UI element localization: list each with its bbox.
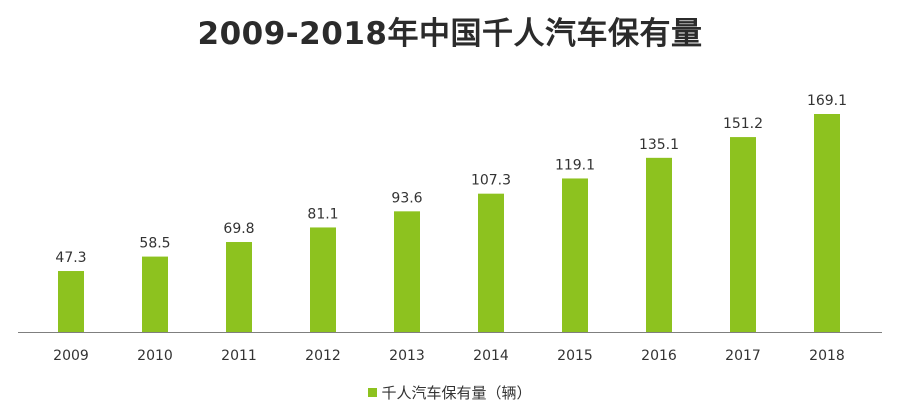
chart-title: 2009-2018年中国千人汽车保有量 <box>197 16 703 52</box>
bar-2010 <box>142 256 168 332</box>
value-label-2014: 107.3 <box>471 173 511 189</box>
x-tick-label-2017: 2017 <box>725 348 761 364</box>
x-tick-label-2018: 2018 <box>809 348 845 364</box>
value-label-2017: 151.2 <box>723 116 763 132</box>
legend-swatch <box>368 388 378 397</box>
value-label-2018: 169.1 <box>807 93 847 109</box>
bar-2011 <box>226 242 252 332</box>
value-label-2010: 58.5 <box>139 236 170 252</box>
value-label-2013: 93.6 <box>391 190 422 206</box>
x-tick-label-2016: 2016 <box>641 348 677 364</box>
bar-chart: 47.3 2009 58.5 2010 69.8 2011 81.1 2012 93.6 2013… <box>18 93 882 364</box>
bar-2012 <box>310 227 336 332</box>
x-tick-label-2009: 2009 <box>53 348 89 364</box>
x-tick-label-2015: 2015 <box>557 348 593 364</box>
x-tick-label-2010: 2010 <box>137 348 173 364</box>
x-tick-label-2014: 2014 <box>473 348 509 364</box>
value-label-2011: 69.8 <box>223 221 254 237</box>
x-tick-label-2011: 2011 <box>221 348 257 364</box>
value-label-2016: 135.1 <box>639 137 679 153</box>
bars-layer <box>58 114 840 332</box>
bar-2016 <box>646 157 672 332</box>
legend: 千人汽车保有量（辆） <box>0 382 900 403</box>
bar-2009 <box>58 271 84 332</box>
bar-2014 <box>478 193 504 332</box>
legend-label: 千人汽车保有量（辆） <box>381 384 532 402</box>
x-tick-label-2012: 2012 <box>305 348 341 364</box>
bar-2015 <box>562 178 588 332</box>
labels-layer: 47.3 2009 58.5 2010 69.8 2011 81.1 2012 93.6 2013… <box>53 93 847 364</box>
x-tick-label-2013: 2013 <box>389 348 425 364</box>
bar-2013 <box>394 211 420 332</box>
bar-2018 <box>814 114 840 332</box>
bar-2017 <box>730 137 756 332</box>
value-label-2012: 81.1 <box>307 206 338 222</box>
value-label-2009: 47.3 <box>55 250 86 266</box>
value-label-2015: 119.1 <box>555 157 595 173</box>
